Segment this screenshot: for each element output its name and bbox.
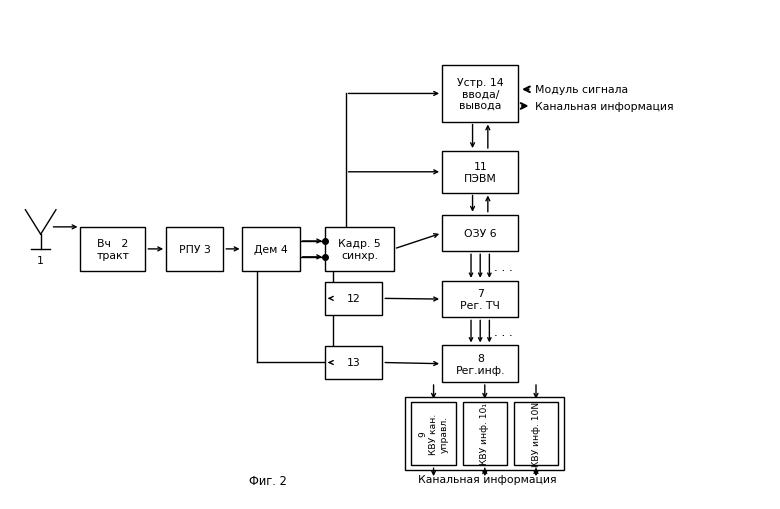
Text: Вч   2
тракт: Вч 2 тракт (97, 239, 129, 260)
Text: ОЗУ 6: ОЗУ 6 (464, 229, 497, 239)
Bar (442, 66, 519, 122)
Bar (325, 282, 382, 316)
Text: Канальная информация: Канальная информация (535, 102, 674, 111)
Bar (442, 346, 519, 382)
Bar (463, 402, 507, 465)
Text: Канальная информация: Канальная информация (418, 474, 556, 484)
Text: Кадр. 5
синхр.: Кадр. 5 синхр. (338, 239, 381, 260)
Text: 8
Рег.инф.: 8 Рег.инф. (456, 353, 505, 375)
Text: РПУ 3: РПУ 3 (179, 244, 211, 254)
Bar (166, 228, 223, 271)
Bar (411, 402, 456, 465)
Bar (406, 397, 564, 470)
Text: 11
ПЭВМ: 11 ПЭВМ (464, 162, 497, 183)
Text: . . .: . . . (494, 260, 512, 273)
Text: КВУ инф. 10N: КВУ инф. 10N (531, 401, 541, 466)
Text: Модуль сигнала: Модуль сигнала (535, 85, 629, 95)
Text: 13: 13 (347, 358, 360, 368)
Text: 12: 12 (347, 294, 360, 304)
Bar (80, 228, 145, 271)
Text: Устр. 14
ввода/
вывода: Устр. 14 ввода/ вывода (457, 78, 504, 111)
Text: Дем 4: Дем 4 (254, 244, 288, 254)
Text: . . .: . . . (494, 325, 512, 338)
Bar (325, 228, 394, 271)
Bar (325, 346, 382, 379)
Text: 1: 1 (37, 256, 44, 266)
Bar (442, 215, 519, 252)
Bar (514, 402, 558, 465)
Text: 7
Рег. ТЧ: 7 Рег. ТЧ (460, 289, 500, 310)
Text: Фиг. 2: Фиг. 2 (249, 474, 286, 488)
Bar (442, 152, 519, 193)
Text: КВУ инф. 10₁: КВУ инф. 10₁ (480, 403, 489, 465)
Bar (243, 228, 300, 271)
Text: 9
КВУ кан.
управл.: 9 КВУ кан. управл. (419, 413, 448, 454)
Bar (442, 281, 519, 318)
